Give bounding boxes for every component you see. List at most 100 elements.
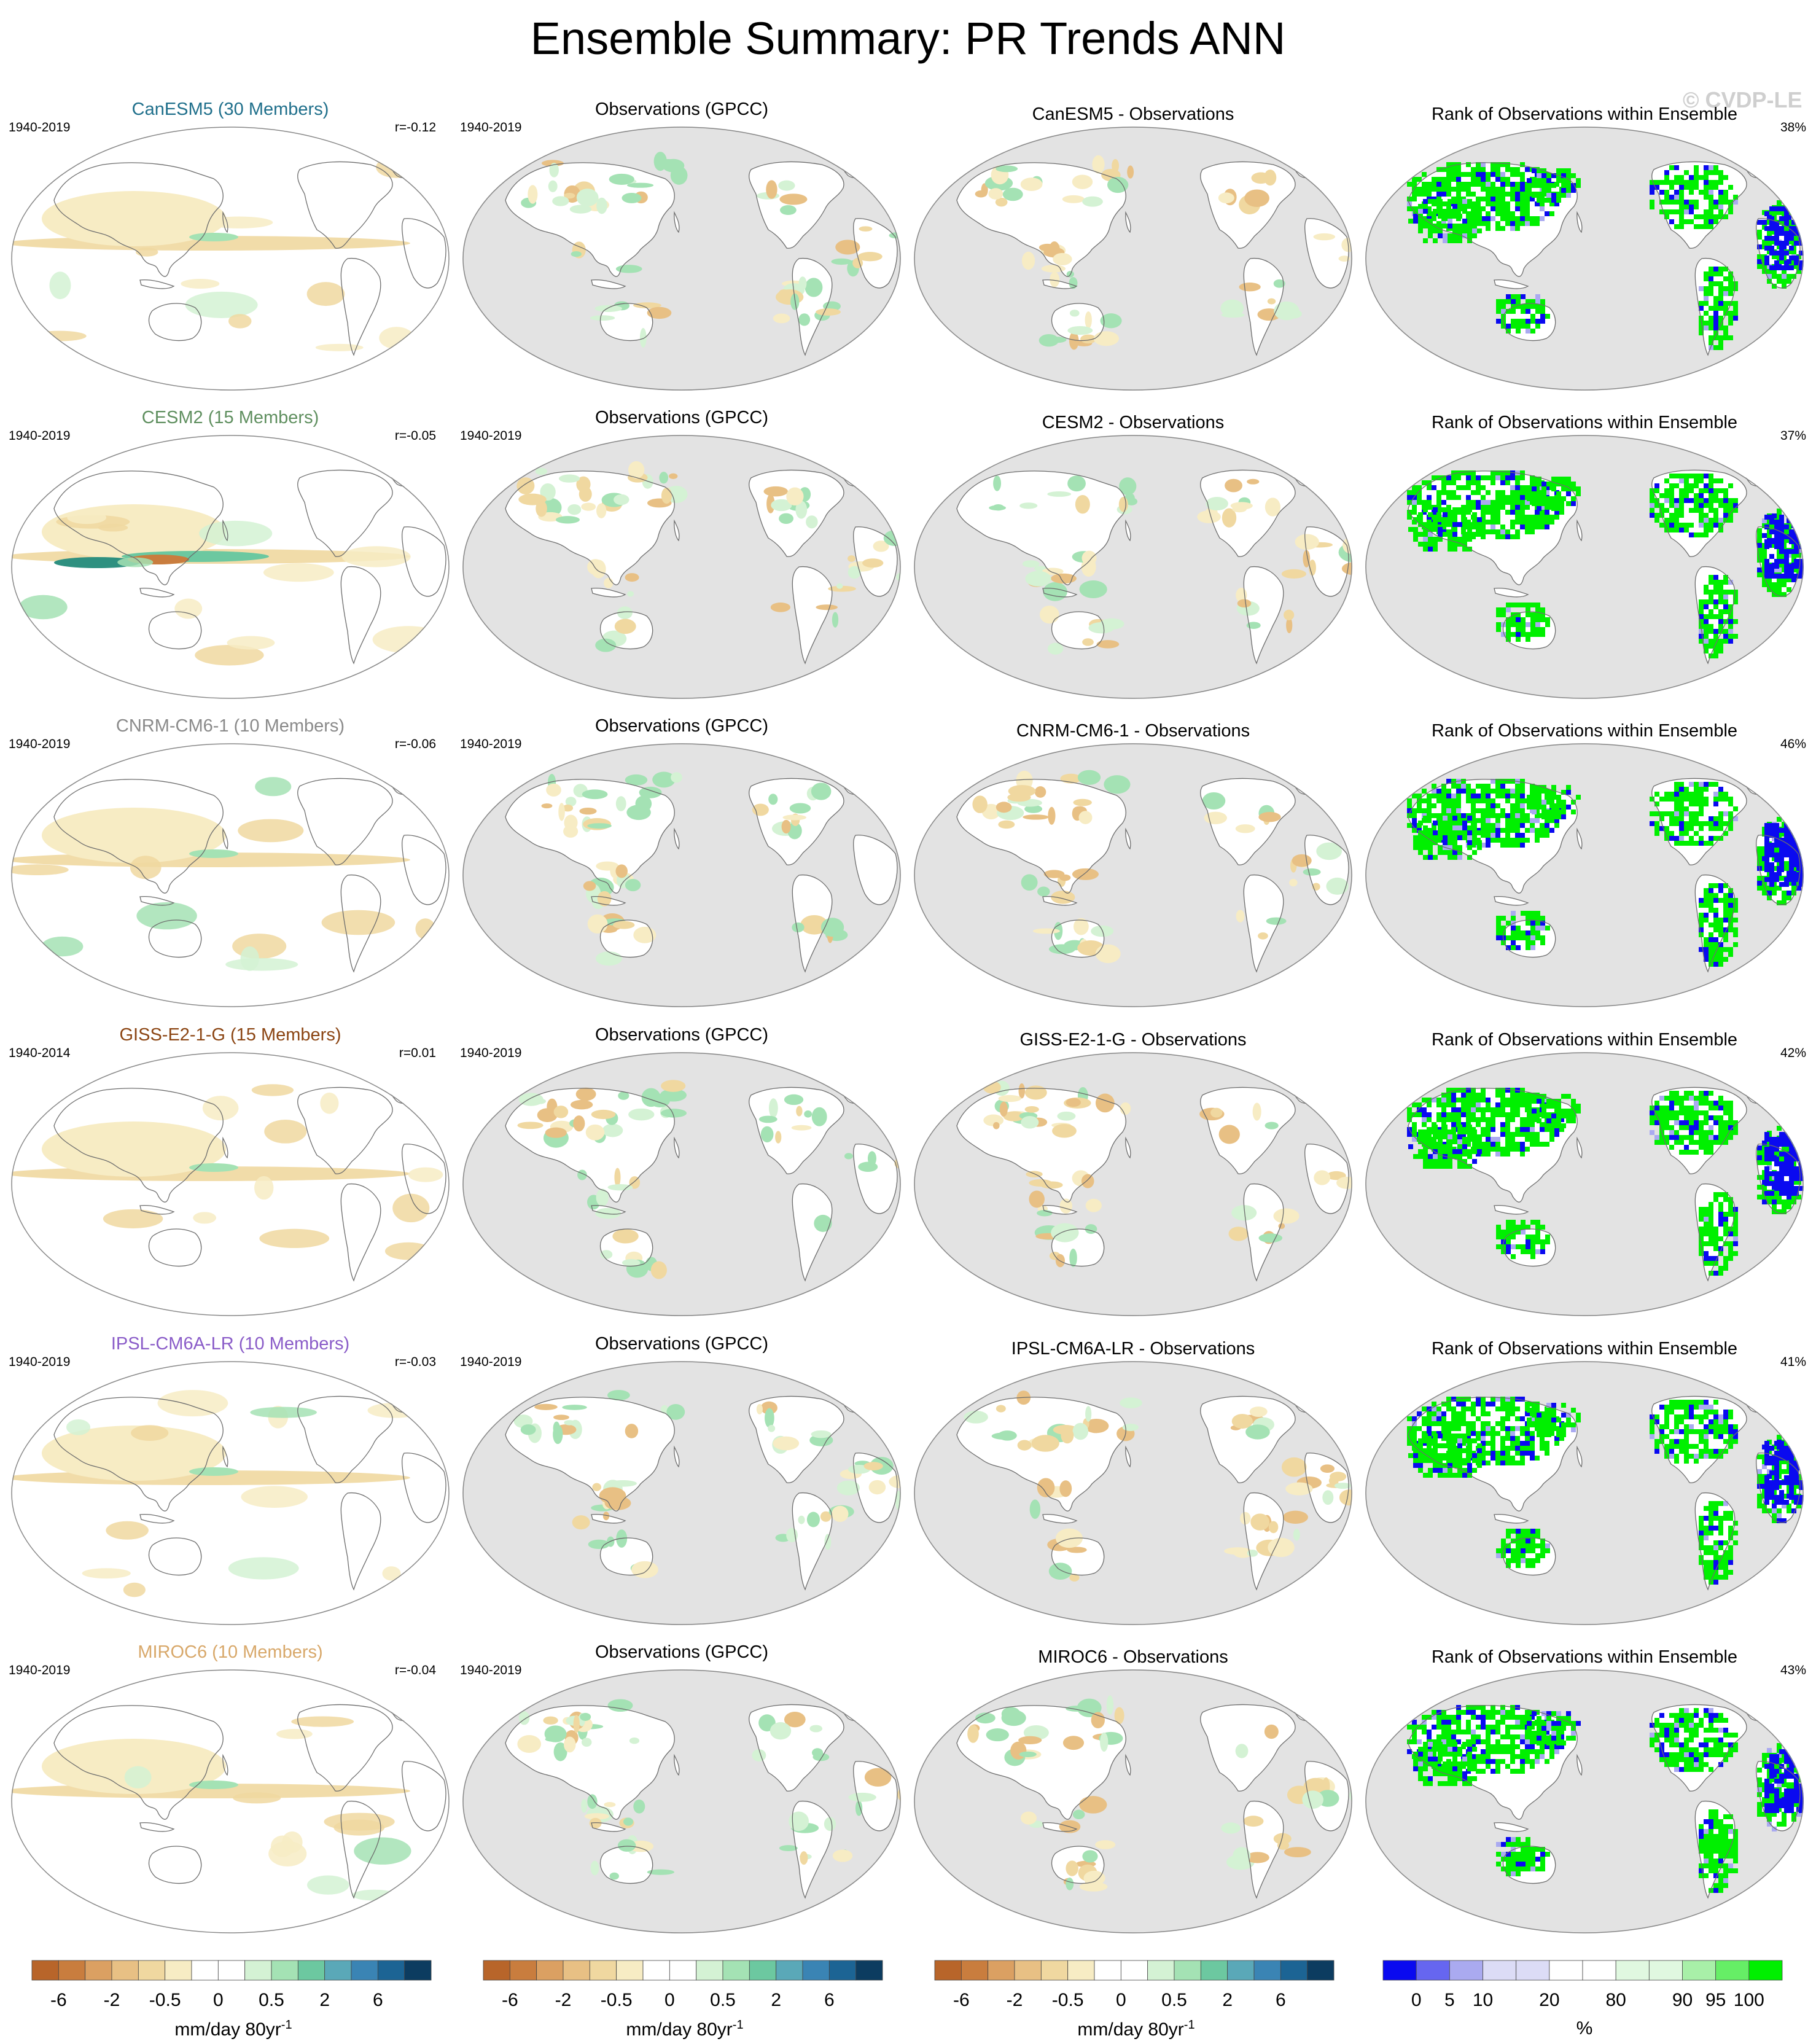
- rank-field: [1407, 470, 1804, 658]
- coastline-eurasia: [1408, 779, 1578, 894]
- coastline-africa_edge: [1756, 835, 1801, 905]
- coastline-australia: [1051, 611, 1105, 650]
- pattern-correlation: r=-0.03: [394, 1355, 436, 1369]
- rank-colorbar: 0 5 10 20 80 90 95 100%: [1382, 1959, 1787, 2039]
- panel-title-model: CNRM-CM6-1 (10 Members): [115, 716, 345, 736]
- coastline-japan: [1125, 519, 1131, 542]
- diff-map: [914, 435, 1352, 699]
- coastline-africa_edge: [1304, 1453, 1349, 1523]
- colorbar-bin: [297, 1960, 325, 1981]
- coastline-northamerica: [1651, 1395, 1747, 1483]
- model-field: [11, 777, 435, 971]
- colorbar-tick-label: -2: [103, 1990, 120, 2010]
- coastline-africa_edge: [402, 1761, 446, 1831]
- coastline-northamerica: [297, 778, 393, 865]
- colorbar-title: mm/day 80yr-1: [1077, 2018, 1195, 2040]
- diff-map: [914, 127, 1352, 391]
- coastline-africa_edge: [402, 1144, 446, 1214]
- diff-map: [914, 1052, 1352, 1316]
- colorbar-tick-label: -0.5: [149, 1990, 181, 2010]
- panel-title-diff: MIROC6 - Observations: [1038, 1647, 1228, 1667]
- panel-title-rank: Rank of Observations within Ensemble: [1431, 1030, 1738, 1050]
- coastline-japan: [1576, 1445, 1583, 1468]
- model-map: [11, 1052, 450, 1316]
- coastline-japan: [1576, 827, 1583, 850]
- colorbar-bin: [961, 1960, 989, 1981]
- coastline-southamerica: [1694, 874, 1736, 973]
- colorbar-bin: [589, 1960, 617, 1981]
- map-border: [11, 1669, 450, 1933]
- coastline-eurasia: [1408, 1397, 1578, 1512]
- colorbar-bin: [1615, 1960, 1650, 1981]
- coastline-indonesia: [139, 279, 175, 289]
- colorbar-bin: [1449, 1960, 1483, 1981]
- model-field: [11, 1084, 443, 1278]
- panel-obs-2: Observations (GPCC) 1940-2019: [458, 405, 906, 712]
- coastline-southamerica: [1243, 1183, 1284, 1282]
- coastline-northamerica: [1651, 1704, 1747, 1792]
- coastline-southamerica: [1694, 1800, 1736, 1899]
- coastline-africa_edge: [1304, 526, 1349, 597]
- coastline-southamerica: [1243, 257, 1284, 356]
- colorbar-bin: [58, 1960, 86, 1981]
- map-border: [11, 127, 450, 391]
- coastline-northamerica: [297, 1395, 393, 1483]
- colorbar-bin: [1174, 1960, 1201, 1981]
- panel-title-rank: Rank of Observations within Ensemble: [1431, 413, 1738, 432]
- coastline-eurasia: [505, 1397, 675, 1512]
- coastline-indonesia: [1494, 896, 1529, 906]
- colorbar-title: mm/day 80yr-1: [626, 2018, 744, 2040]
- coastline-northamerica: [1200, 778, 1296, 865]
- coastline-southamerica: [792, 1183, 833, 1282]
- panel-rank-5: Rank of Observations within Ensemble 41%: [1360, 1332, 1809, 1639]
- coastline-indonesia: [1042, 1205, 1078, 1215]
- rank-field: [1407, 1705, 1804, 1893]
- pattern-correlation: r=-0.12: [394, 120, 436, 135]
- panel-rank-4: Rank of Observations within Ensemble 42%: [1360, 1023, 1809, 1330]
- coastline-australia: [1051, 919, 1105, 958]
- coastline-africa_edge: [853, 218, 898, 289]
- map-border: [11, 1361, 450, 1625]
- coastline-indonesia: [1494, 588, 1529, 598]
- coastline-australia: [1502, 1228, 1556, 1267]
- panel-diff-1: CanESM5 - Observations: [909, 97, 1357, 404]
- coastline-southamerica: [340, 566, 381, 665]
- coastline-africa_edge: [1756, 526, 1801, 597]
- panel-diff-3: CNRM-CM6-1 - Observations: [909, 714, 1357, 1021]
- coastline-australia: [1502, 303, 1556, 341]
- colorbar-swatches: [1382, 1960, 1783, 1981]
- colorbar-bin: [988, 1960, 1015, 1981]
- rank-field: [1407, 1397, 1804, 1585]
- coastline-japan: [222, 1753, 228, 1776]
- colorbar-bin: [1682, 1960, 1717, 1981]
- coastline-africa_edge: [1756, 1144, 1801, 1214]
- coastline-australia: [1051, 1228, 1105, 1267]
- coastline-northamerica: [749, 1395, 844, 1483]
- colorbar-tick-label: -2: [1006, 1990, 1023, 2010]
- model-field: [11, 1390, 422, 1597]
- obs-map: [462, 127, 901, 391]
- coastline-northamerica: [1200, 1086, 1296, 1174]
- coastline-northamerica: [1200, 1704, 1296, 1792]
- coastline-southamerica: [340, 874, 381, 973]
- coastline-australia: [599, 303, 653, 341]
- coastline-africa_edge: [402, 218, 446, 289]
- panel-title-diff: IPSL-CM6A-LR - Observations: [1011, 1339, 1255, 1359]
- colorbar-bin: [1307, 1960, 1335, 1981]
- rank-field: [1407, 779, 1804, 967]
- colorbar-tick-label: 5: [1444, 1990, 1455, 2010]
- coastline-southamerica: [792, 566, 833, 665]
- coastline-australia: [599, 1846, 653, 1884]
- coastline-eurasia: [956, 1705, 1126, 1820]
- colorbar-bin: [828, 1960, 857, 1981]
- coastline-africa_edge: [1304, 1144, 1349, 1214]
- rank-map: [1365, 1361, 1804, 1625]
- panel-model-4: GISS-E2-1-G (15 Members) 1940-2014 r=0.01: [6, 1023, 454, 1330]
- obs-field: [517, 1699, 901, 1880]
- panel-title-model: GISS-E2-1-G (15 Members): [119, 1025, 341, 1045]
- panel-obs-3: Observations (GPCC) 1940-2019: [458, 714, 906, 1021]
- colorbar-bin: [1067, 1960, 1095, 1981]
- colorbar-bin: [191, 1960, 219, 1981]
- coastline-japan: [1576, 1753, 1583, 1776]
- coastline-indonesia: [591, 1205, 626, 1215]
